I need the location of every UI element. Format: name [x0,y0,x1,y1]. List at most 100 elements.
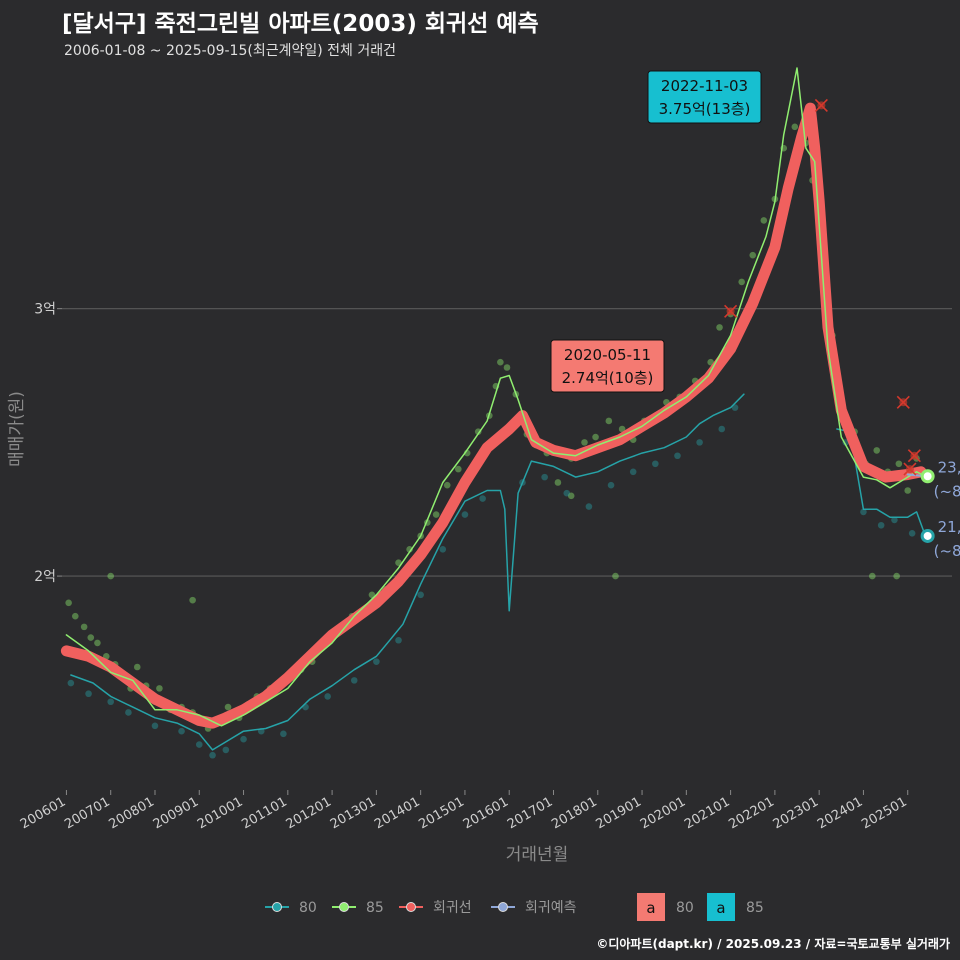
mid-annotation-box [550,339,665,393]
credit-text: ©디아파트(dapt.kr) / 2025.09.23 / 자료=국토교통부 실… [596,937,950,951]
scatter-point-80 [195,741,203,748]
end-label-area: (~80㎡) [934,542,960,560]
scatter-point-85 [224,703,232,711]
scatter-point-85 [567,492,575,500]
grid-lines [62,308,952,577]
scatter-point-85 [554,479,562,486]
x-tick-label: 201101 [239,794,289,832]
annotations: 2022-11-03 3.75억(13층) 2020-05-11 2.74억(10층)… [550,70,960,560]
mid-annotation-date: 2020-05-11 [564,346,651,364]
scatter-point-85 [395,559,402,567]
legend: 80 85 회귀선 회귀예측 a 80 a 85 [265,893,764,921]
scatter-point-80 [674,452,681,460]
legend-label: 회귀예측 [525,900,577,916]
scatter-point-85 [156,685,163,692]
legend-dot-prediction [498,902,508,912]
scatter-point-85 [80,623,88,631]
scatter-point-80 [461,511,469,518]
x-tick-label: 201801 [549,794,599,832]
scatter-point-85 [605,417,613,425]
series-line-regression [60,102,927,729]
scatter-point-80 [891,516,898,524]
scatter-point-85 [904,487,912,494]
x-tick-label: 202001 [638,794,688,832]
scatter-point-85 [368,591,376,599]
legend-label: 회귀선 [433,900,472,916]
cancelled-x [907,449,921,463]
scatter-point-80 [85,690,92,698]
x-tick-label: 200901 [151,794,201,832]
scatter-point-85 [102,652,110,660]
peak-annotation-date: 2022-11-03 [661,77,748,95]
scatter-point-85 [503,364,511,371]
cancelled-x [903,462,917,476]
x-tick-label: 202401 [815,794,865,832]
x-tick-label: 200801 [106,794,156,832]
scatter-point-85 [618,425,626,433]
end-label-value: 21,500 [938,518,960,536]
x-tick-label: 200701 [62,794,112,832]
x-tick-label: 201501 [416,794,466,832]
x-tick-label: 202501 [859,794,909,832]
scatter-point-80 [209,751,216,759]
end-label-area: (~85㎡) [934,482,960,500]
x-tick-label: 202101 [682,794,732,832]
chart-title: [달서구] 죽전그린빌 아파트(2003) 회귀선 예측 [62,11,539,37]
scatter-point-85 [612,572,619,580]
scatter-point-80 [240,735,247,743]
scatter-point-80 [731,404,739,411]
scatter-point-80 [908,529,916,537]
scatter-point-85 [893,572,900,580]
scatter-point-80 [107,698,115,706]
legend-label: 80 [299,900,317,916]
mid-annotation-value: 2.74억(10층) [562,369,654,387]
x-tick-label: 201001 [195,794,245,832]
x-axis-title: 거래년월 [506,845,569,865]
cancelled-mark [896,395,910,409]
scatter-point-85 [581,439,588,446]
x-tick-label: 202201 [726,794,776,832]
scatter-point-80 [439,546,447,553]
scatter-point-80 [324,693,331,700]
legend-fill-box [637,893,665,921]
x-tick-label: 201901 [594,794,644,832]
scatter-point-85 [94,639,101,647]
y-axis-title: 매매가(원) [7,391,27,467]
scatter-point-80 [629,468,637,476]
scatter-point-85 [474,428,482,435]
x-tick-label: 201301 [328,794,378,832]
legend-fill-box [707,893,735,921]
scatter-point-85 [760,217,768,224]
scatter-point-85 [454,465,462,473]
scatter-point-85 [65,599,72,607]
scatter-point-85 [873,447,881,454]
end-point-s80 [920,528,935,543]
legend-fill-label: 85 [746,900,764,916]
scatter-point-80 [178,727,185,735]
cancelled-mark [903,462,917,476]
scatter-point-80 [125,709,132,716]
scatter-point-80 [563,489,571,497]
x-tick-label: 201201 [284,794,334,832]
end-point-s85 [920,469,935,484]
cancelled-x [896,395,910,409]
scatter-point-80 [860,508,867,516]
x-tick-label: 201401 [372,794,422,832]
scatter-point-80 [652,460,659,468]
y-tick-label: 3억 [34,302,56,318]
scatter-point-80 [479,495,486,502]
legend-fill-label: 80 [676,900,694,916]
scatter-point-80 [718,425,726,433]
scatter-point-80 [151,722,159,730]
scatter-point-85 [707,358,714,366]
x-axis: 2006012007012008012009012010012011012012… [18,790,910,865]
scatter-point-80 [877,521,885,529]
scatter-point-85 [716,324,723,331]
scatter-point-85 [895,460,903,468]
scatter-point-85 [592,433,599,441]
x-tick-label: 202301 [771,794,821,832]
scatter-point-80 [395,636,402,644]
cancelled-marks [724,98,921,476]
scatter-point-80 [417,591,424,599]
scatter-point-85 [443,481,451,489]
